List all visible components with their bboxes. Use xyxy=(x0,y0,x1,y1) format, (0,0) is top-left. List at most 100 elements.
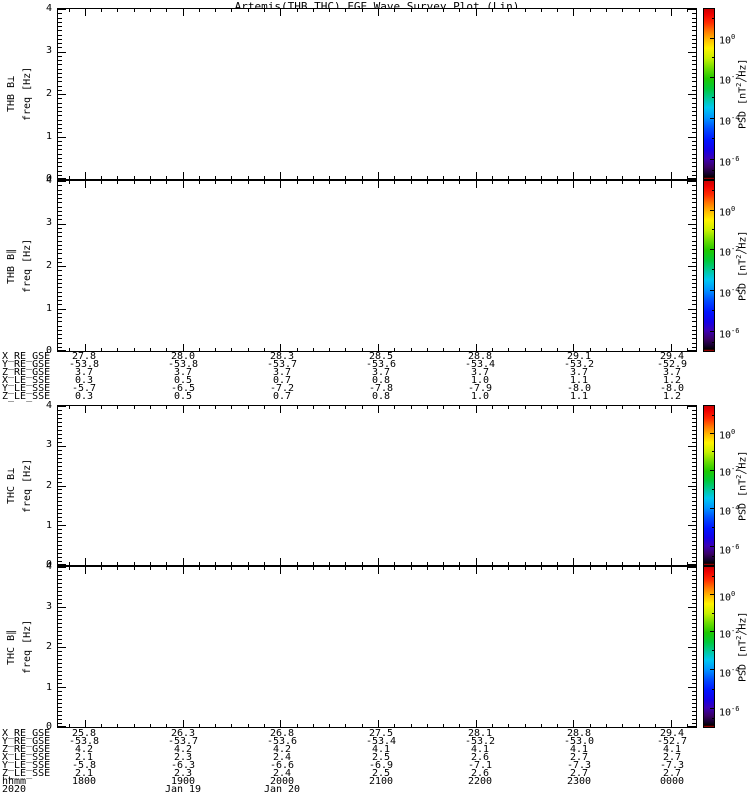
ephemeris-value: -7.3 xyxy=(566,760,592,771)
ephemeris-row: X_LE_SSE 2.1 2.3 2.4 2.5 2.6 2.7 2.7 xyxy=(0,752,750,763)
ephemeris-row-label: X_LE_SSE xyxy=(2,752,51,763)
ytick-label: 3 xyxy=(45,600,52,612)
colorbar-tick-label: 100 xyxy=(719,428,736,442)
ephemeris-value: 29.1 xyxy=(566,351,592,362)
time-axis-label: hhmm xyxy=(2,776,27,787)
ephemeris-value: 3.7 xyxy=(470,367,490,378)
ephemeris-row: Z_LE_SSE 2.1 2.3 2.4 2.5 2.6 2.7 2.7 xyxy=(0,768,750,779)
ephemeris-value: -53.2 xyxy=(563,359,595,370)
ytick-label: 1 xyxy=(45,681,52,693)
ephemeris-value: 28.3 xyxy=(269,351,295,362)
ephemeris-row: Z_LE_SSE 0.3 0.5 0.7 0.8 1.0 1.1 1.2 xyxy=(0,391,750,402)
ephemeris-row-label: X_LE_SSE xyxy=(2,375,51,386)
ephemeris-value: 0.3 xyxy=(74,375,94,386)
ephemeris-row-label: Y_LE_SSE xyxy=(2,383,51,394)
ytick-label: 1 xyxy=(45,303,52,314)
ephemeris-value: -7.3 xyxy=(659,760,685,771)
ytick-label: 0 xyxy=(45,345,52,356)
panel2-colorbar-tick-labels: 100 10-2 10-4 10-6 xyxy=(719,180,750,352)
ephemeris-value: -53.4 xyxy=(365,736,397,747)
panel4-spectrogram-thc-bpar xyxy=(57,566,697,728)
ytick-label: 3 xyxy=(45,45,52,56)
ephemeris-value: 29.4 xyxy=(659,351,685,362)
ephemeris-value: 2.6 xyxy=(470,768,490,779)
panel2-freq-axis-label: freq [Hz] xyxy=(22,238,33,294)
panel2-colorbar-axis-label: PSD [nT2/Hz] xyxy=(735,230,749,302)
ytick-label: 4 xyxy=(45,175,52,186)
colorbar-tick-label: 10-6 xyxy=(719,542,740,556)
ephemeris-value: -53.8 xyxy=(68,359,100,370)
ytick-label: 2 xyxy=(45,641,52,652)
ephemeris-value: 3.7 xyxy=(371,367,391,378)
colorbar-tick-label: 10-2 xyxy=(719,626,740,641)
colorbar-tick-label: 100 xyxy=(719,205,736,219)
panel3-colorbar xyxy=(703,405,715,566)
ephemeris-row-label: Z_LE_SSE xyxy=(2,768,51,779)
ephemeris-row: Y_LE_SSE -5.7 -6.5 -7.2 -7.8 -7.9 -8.0 -8.0 xyxy=(0,383,750,394)
ephemeris-value: 2.7 xyxy=(662,752,682,763)
ytick-label: 3 xyxy=(45,439,52,451)
ephemeris-value: 4.1 xyxy=(371,744,391,755)
panel2-colorbar xyxy=(703,180,715,352)
panel1-colorbar-axis-label: PSD [nT2/Hz] xyxy=(735,58,749,130)
ephemeris-value: 2.1 xyxy=(74,752,94,763)
ephemeris-value: 3.7 xyxy=(662,367,682,378)
colorbar-tick-label: 10-2 xyxy=(719,244,740,259)
colorbar-tick-label: 10-6 xyxy=(719,155,740,169)
ephemeris-row-label: Y_RE_GSE xyxy=(2,736,51,747)
ephemeris-row-label: Y_RE_GSE xyxy=(2,359,51,370)
ytick-label: 4 xyxy=(45,561,52,572)
ytick-label: 3 xyxy=(45,217,52,228)
ephemeris-value: 28.8 xyxy=(467,351,493,362)
time-axis-row: hhmm 1800 1900 2000 2100 2200 2300 0000 xyxy=(0,776,750,787)
ytick-label: 0 xyxy=(45,173,52,184)
ephemeris-block-thb: X_RE_GSE 27.8 28.0 28.3 28.5 28.8 29.1 29.4 Y_RE… xyxy=(0,351,750,402)
ephemeris-row: Y_RE_GSE -53.8 -53.7 -53.6 -53.4 -53.2 -53.0 -5… xyxy=(0,736,750,747)
panel4-freq-axis-label: freq [Hz] xyxy=(22,619,33,675)
panel1-spectrogram-thb-bperp xyxy=(57,8,697,180)
ephemeris-row-label: X_RE_GSE xyxy=(2,728,51,739)
colorbar-tick-label: 100 xyxy=(719,589,736,603)
ephemeris-row-label: X_RE_GSE xyxy=(2,351,51,362)
ephemeris-value: 0.8 xyxy=(371,375,391,386)
ephemeris-value: -6.3 xyxy=(170,760,196,771)
ephemeris-value: 1.2 xyxy=(662,375,682,386)
ephemeris-value: 2.4 xyxy=(272,752,292,763)
ephemeris-value: 2.5 xyxy=(371,752,391,763)
ephemeris-value: -8.0 xyxy=(566,383,592,394)
ephemeris-row-label: Z_RE_GSE xyxy=(2,744,51,755)
ephemeris-value: -6.6 xyxy=(269,760,295,771)
panel4-colorbar xyxy=(703,566,715,728)
ephemeris-row: Y_LE_SSE -5.8 -6.3 -6.6 -6.9 -7.1 -7.3 -7.3 xyxy=(0,760,750,771)
colorbar-tick-label: 10-6 xyxy=(719,704,740,718)
year-label: 2020 xyxy=(2,784,27,795)
panel4-colorbar-tick-labels: 100 10-2 10-4 10-6 xyxy=(719,566,750,728)
panel1-colorbar-tick-labels: 100 10-2 10-4 10-6 xyxy=(719,8,750,180)
ephemeris-value: -53.6 xyxy=(266,736,298,747)
ephemeris-value: 26.3 xyxy=(170,728,196,739)
ytick-label: 4 xyxy=(45,400,52,411)
panel3-instrument-label: THC B⊥ xyxy=(6,467,17,504)
ephemeris-value: -53.2 xyxy=(464,736,496,747)
ephemeris-value: -53.0 xyxy=(563,736,595,747)
ephemeris-value: 1.1 xyxy=(569,391,589,402)
panel2-instrument-label: THB B∥ xyxy=(6,248,17,284)
panel1-freq-axis-label: freq [Hz] xyxy=(22,66,33,122)
colorbar-tick-label: 10-6 xyxy=(719,327,740,341)
ephemeris-value: 3.7 xyxy=(272,367,292,378)
ephemeris-value: 27.5 xyxy=(368,728,394,739)
panel3-colorbar-axis-label: PSD [nT2/Hz] xyxy=(735,450,749,521)
ytick-label: 4 xyxy=(45,3,52,14)
ephemeris-value: 3.7 xyxy=(173,367,193,378)
ephemeris-value: -52.7 xyxy=(656,736,688,747)
ytick-label: 2 xyxy=(45,479,52,491)
panel4-ytick-labels: 4 3 2 1 0 xyxy=(34,562,54,732)
ephemeris-value: 3.7 xyxy=(569,367,589,378)
ephemeris-value: 29.4 xyxy=(659,728,685,739)
ephemeris-value: 4.1 xyxy=(470,744,490,755)
ephemeris-value: 4.2 xyxy=(173,744,193,755)
ephemeris-value: 2.7 xyxy=(662,768,682,779)
ephemeris-row: Y_RE_GSE -53.8 -53.8 -53.7 -53.6 -53.4 -53.2 -5… xyxy=(0,359,750,370)
ephemeris-value: 1.0 xyxy=(470,391,490,402)
ephemeris-value: -7.8 xyxy=(368,383,394,394)
